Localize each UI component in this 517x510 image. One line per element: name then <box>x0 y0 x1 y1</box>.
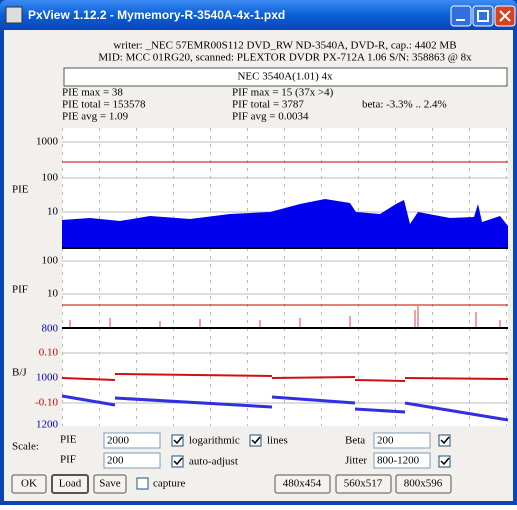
tick-label: 100 <box>42 255 59 267</box>
beta-trace <box>61 373 509 382</box>
logarithmic-checkbox[interactable] <box>171 434 184 447</box>
button-label: 800x596 <box>404 478 443 490</box>
check <box>440 436 450 445</box>
beta-checkbox[interactable] <box>438 434 451 447</box>
button-label: 560x517 <box>344 478 383 490</box>
button-label: 480x454 <box>283 478 322 490</box>
check <box>173 436 183 445</box>
field-label: PIE <box>60 434 77 446</box>
size-button[interactable] <box>274 474 331 494</box>
maximize-icon <box>477 10 489 22</box>
input-value: 200 <box>377 435 394 447</box>
field-label: Jitter <box>345 455 367 467</box>
tick-label: 10 <box>47 288 59 300</box>
minimize-button[interactable] <box>450 5 472 27</box>
drive-box <box>63 67 508 87</box>
ok-button[interactable] <box>11 474 47 494</box>
maximize-button[interactable] <box>472 5 494 27</box>
input-value: 2000 <box>107 435 130 447</box>
tick-label: 1000 <box>36 372 59 384</box>
scale-label: Scale: <box>12 441 39 453</box>
stat: PIF max = 15 (37x >4) <box>232 87 334 99</box>
pie-input[interactable] <box>103 432 161 449</box>
checkbox-label: logarithmic <box>189 435 240 447</box>
button-label: OK <box>21 478 37 490</box>
tick-label: -0.10 <box>35 397 58 409</box>
tick-label: 800 <box>42 323 59 335</box>
size-button[interactable] <box>335 474 392 494</box>
input-value: 200 <box>107 455 124 467</box>
stat: PIF total = 3787 <box>232 99 304 111</box>
jitter-checkbox[interactable] <box>438 455 451 468</box>
grid-vertical <box>62 128 508 426</box>
window-title: PxView 1.12.2 - Mymemory-R-3540A-4x-1.px… <box>28 8 285 22</box>
pif-input[interactable] <box>103 452 161 469</box>
jitter-trace <box>61 394 509 422</box>
writer-info: writer: _NEC 57EMR00S112 DVD_RW ND-3540A… <box>113 40 456 52</box>
jitter-input[interactable] <box>373 452 431 469</box>
stat: PIE total = 153578 <box>62 99 146 111</box>
check <box>173 457 183 466</box>
stat: PIF avg = 0.0034 <box>232 111 309 123</box>
tick-label: 100 <box>42 172 59 184</box>
check <box>440 457 450 466</box>
title-bar <box>0 0 517 30</box>
checkbox-label: capture <box>153 478 185 490</box>
app-icon <box>5 6 23 24</box>
input-value: 800-1200 <box>377 455 420 467</box>
axis-label: PIE <box>12 184 29 196</box>
axis-label: B/J <box>12 367 27 379</box>
tick-label: 1200 <box>36 419 59 431</box>
grid-horizontal <box>62 141 508 404</box>
field-label: Beta <box>345 435 365 447</box>
pie-trace <box>62 199 508 248</box>
capture-checkbox[interactable] <box>136 477 149 490</box>
drive-label: NEC 3540A(1.01) 4x <box>237 71 333 83</box>
button-label: Load <box>59 478 82 490</box>
lines-checkbox[interactable] <box>249 434 262 447</box>
tick-label: 1000 <box>36 136 59 148</box>
beta-input[interactable] <box>373 432 431 449</box>
checkbox-label: lines <box>267 435 288 447</box>
size-button[interactable] <box>395 474 452 494</box>
stat: beta: -3.3% .. 2.4% <box>362 99 447 111</box>
axis-label: PIF <box>12 284 28 296</box>
pif-trace <box>69 306 501 328</box>
auto-adjust-checkbox[interactable] <box>171 455 184 468</box>
stat: PIE max = 38 <box>62 87 123 99</box>
button-label: Save <box>99 478 121 490</box>
tick-label: 0.10 <box>39 347 59 359</box>
media-info: MID: MCC 01RG20, scanned: PLEXTOR DVDR P… <box>98 52 472 64</box>
close-icon <box>499 10 511 22</box>
tick-label: 10 <box>47 206 59 218</box>
check <box>251 436 261 445</box>
checkbox-label: auto-adjust <box>189 456 238 468</box>
save-button[interactable] <box>93 474 127 494</box>
stat: PIE avg = 1.09 <box>62 111 129 123</box>
load-button[interactable] <box>51 474 89 494</box>
field-label: PIF <box>60 454 76 466</box>
